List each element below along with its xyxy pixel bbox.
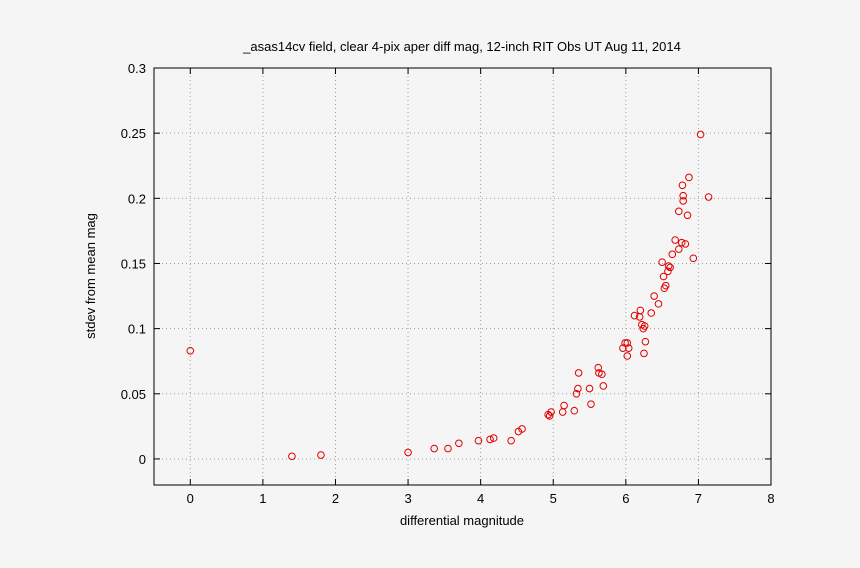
data-point [547,408,555,416]
data-point [624,344,633,352]
data-point [679,191,687,200]
x-tick-label: 1 [259,491,266,506]
data-point [560,401,568,410]
x-tick-label: 2 [332,491,339,506]
data-point [675,245,683,253]
data-point [486,435,494,444]
data-point [474,436,483,445]
y-tick-label: 0.25 [121,126,146,141]
data-point [668,250,677,259]
data-point [621,339,629,347]
data-point [659,272,668,281]
x-tick-label: 0 [187,491,194,506]
data-point [647,309,656,317]
data-point [677,238,686,247]
data-point [685,173,693,182]
data-point [630,311,639,320]
data-point [654,300,663,308]
data-point [558,408,567,416]
grid [154,68,771,485]
data-point [489,434,498,442]
y-tick-label: 0.05 [121,387,146,402]
data-point [640,349,648,358]
data-point [661,281,670,290]
data-point [288,452,296,461]
x-tick-label: 6 [622,491,629,506]
data-point [574,384,582,393]
data-point [317,451,325,459]
data-point [619,344,627,352]
y-tick-label: 0.1 [128,322,146,337]
data-point [675,207,683,216]
axis-ticks: 0 1 2 3 4 5 6 7 8 0 0.05 0.1 0.15 0.2 0.25 0.3 [121,61,775,506]
data-point [518,425,526,433]
data-point [623,339,632,347]
data-point [585,384,594,393]
y-tick-label: 0.15 [121,256,146,271]
data-point [636,306,645,315]
data-point [664,262,673,270]
x-tick-label: 4 [477,491,484,506]
data-point [570,406,579,415]
y-axis-title: stdev from mean mag [83,213,98,339]
data-point [574,369,583,377]
data-point [671,236,679,244]
data-point [623,352,632,360]
data-point [455,439,463,448]
data-point [658,258,666,266]
data-point [545,412,554,420]
data-point [666,263,674,272]
data-point [186,346,195,355]
data-point [444,444,452,453]
data-point [404,448,412,457]
data-point [679,197,687,205]
x-axis-title: differential magnitude [400,513,524,528]
data-point [641,337,650,346]
data-points [186,130,713,461]
data-point [683,211,692,220]
data-point [572,389,581,398]
data-point [598,370,606,379]
y-tick-label: 0.2 [128,191,146,206]
data-point [689,254,698,263]
data-point [640,322,649,330]
data-point [678,181,687,190]
data-point [430,444,438,453]
data-point [681,240,690,248]
data-point [587,400,595,409]
plot-frame [153,67,772,486]
y-tick-label: 0.3 [128,61,146,76]
chart-title: _asas14cv field, clear 4-pix aper diff m… [242,39,681,54]
x-tick-label: 3 [404,491,411,506]
y-tick-label: 0 [139,452,146,467]
x-tick-label: 5 [550,491,557,506]
x-tick-label: 8 [767,491,774,506]
data-point [696,130,705,139]
data-point [599,382,608,390]
data-point [594,363,603,372]
x-tick-label: 7 [695,491,702,506]
data-point [507,436,515,445]
data-point [650,292,658,300]
data-point [664,267,672,276]
data-point [704,193,713,201]
